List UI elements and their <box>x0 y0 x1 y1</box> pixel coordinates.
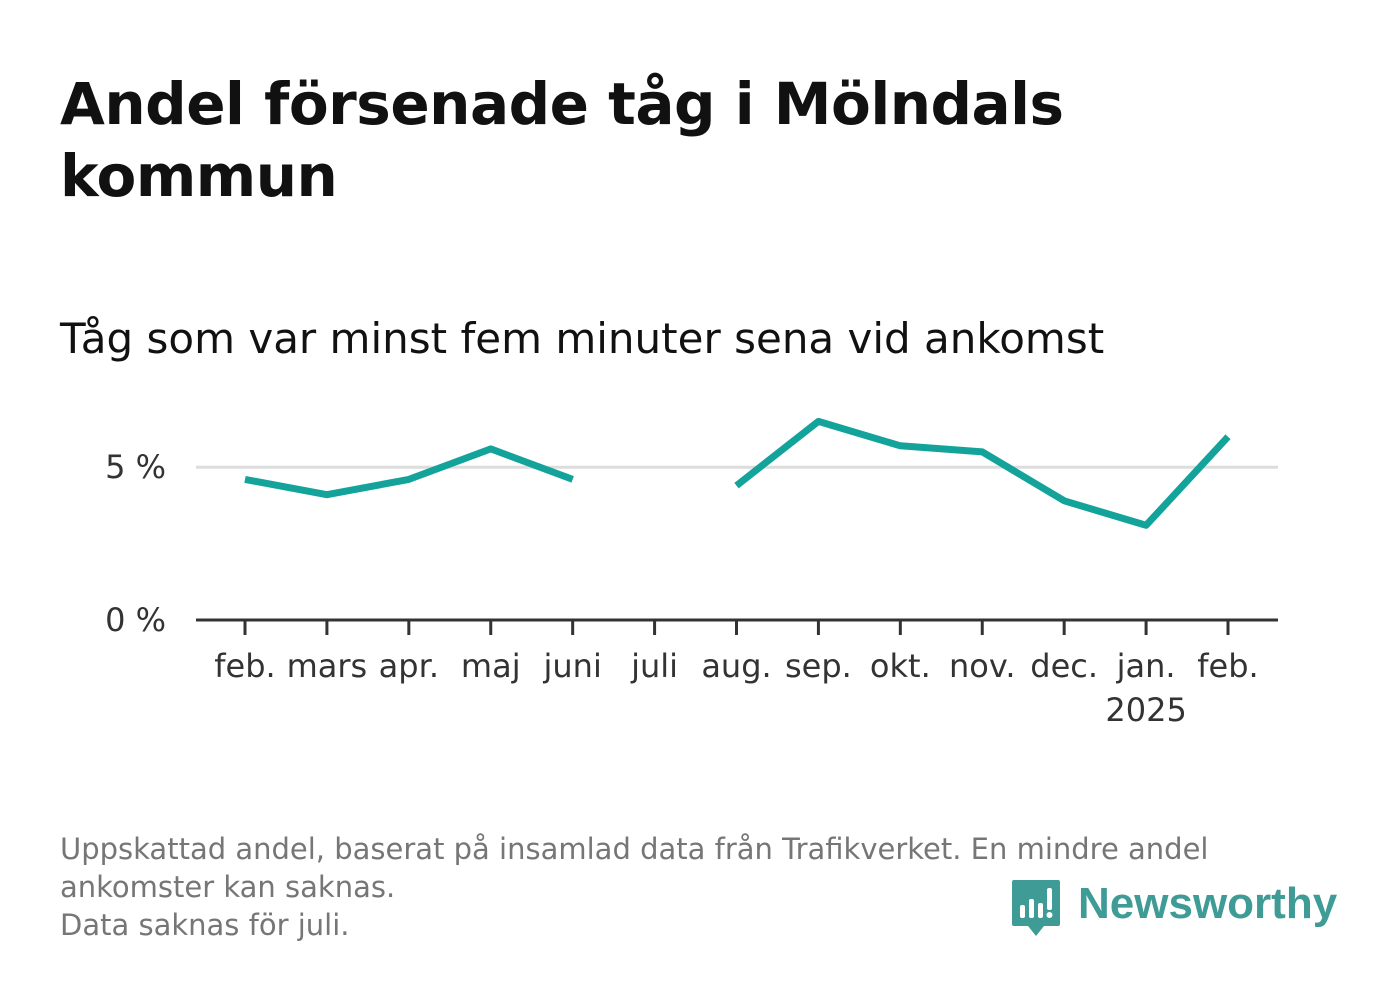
footer-note: Uppskattad andel, baserat på insamlad da… <box>60 830 1320 944</box>
x-axis-labels: feb. mars apr. maj juni juli aug. sep. okt. nov. d… <box>214 647 1258 729</box>
chart-subtitle: Tåg som var minst fem minuter sena vid a… <box>60 314 1105 363</box>
x-tick-label-11: jan. <box>1116 647 1176 685</box>
footer-note-missing-data: Data saknas för juli. <box>60 908 350 942</box>
newsworthy-logo-icon <box>1012 880 1060 936</box>
x-tick-label-3: maj <box>461 647 521 685</box>
x-tick-label-1: mars <box>287 647 368 685</box>
chart-title: Andel försenade tåg i Mölndals kommun <box>60 70 1064 210</box>
x-tick-sublabel-11: 2025 <box>1105 691 1186 729</box>
x-tick-label-7: sep. <box>785 647 852 685</box>
y-tick-label-0: 0 % <box>105 601 166 639</box>
y-axis-labels: 0 % 5 % <box>105 448 166 639</box>
footer-note-source: Uppskattad andel, baserat på insamlad da… <box>60 832 1209 904</box>
x-tick-label-10: dec. <box>1030 647 1098 685</box>
x-axis <box>196 618 1278 635</box>
series-line-segment-0-0 <box>244 445 574 499</box>
x-tick-label-9: nov. <box>949 647 1015 685</box>
x-tick-label-5: juli <box>630 647 678 685</box>
x-tick-label-8: okt. <box>870 647 931 685</box>
x-tick-label-0: feb. <box>214 647 275 685</box>
x-tick-label-2: apr. <box>379 647 439 685</box>
x-tick-label-12: feb. <box>1197 647 1258 685</box>
series-lines <box>244 417 1231 529</box>
x-tick-label-6: aug. <box>701 647 771 685</box>
x-tick-label-4: juni <box>542 647 601 685</box>
y-tick-label-5: 5 % <box>105 448 166 486</box>
series-line-segment-0-1 <box>734 417 1231 529</box>
brand-name: Newsworthy <box>1078 879 1338 928</box>
brand-logo: Newsworthy <box>1010 878 1337 940</box>
